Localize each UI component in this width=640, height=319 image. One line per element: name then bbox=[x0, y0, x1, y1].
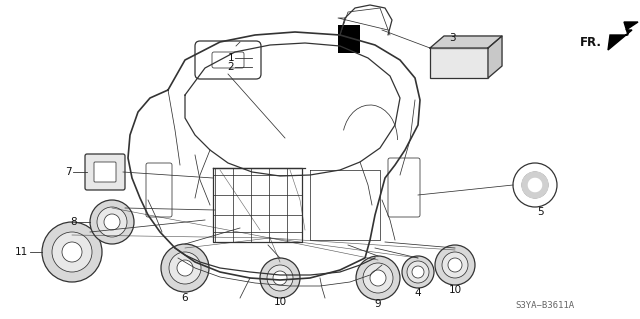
Text: 6: 6 bbox=[182, 293, 188, 303]
FancyBboxPatch shape bbox=[85, 154, 125, 190]
Text: 9: 9 bbox=[374, 299, 381, 309]
Circle shape bbox=[435, 245, 475, 285]
Polygon shape bbox=[488, 36, 502, 78]
Circle shape bbox=[169, 252, 201, 284]
Text: 2: 2 bbox=[227, 62, 234, 72]
FancyBboxPatch shape bbox=[212, 52, 244, 68]
FancyBboxPatch shape bbox=[195, 41, 261, 79]
Circle shape bbox=[42, 222, 102, 282]
Circle shape bbox=[448, 258, 462, 272]
FancyBboxPatch shape bbox=[94, 162, 116, 182]
Circle shape bbox=[161, 244, 209, 292]
Circle shape bbox=[356, 256, 400, 300]
Circle shape bbox=[97, 207, 127, 237]
Circle shape bbox=[370, 270, 386, 286]
Circle shape bbox=[402, 256, 434, 288]
FancyBboxPatch shape bbox=[338, 25, 360, 53]
Circle shape bbox=[363, 263, 393, 293]
Circle shape bbox=[260, 258, 300, 298]
Text: 4: 4 bbox=[415, 288, 421, 298]
Polygon shape bbox=[430, 36, 502, 48]
Text: 3: 3 bbox=[449, 33, 455, 43]
Circle shape bbox=[407, 261, 429, 283]
Text: 7: 7 bbox=[65, 167, 72, 177]
Text: 5: 5 bbox=[537, 207, 543, 217]
Text: 10: 10 bbox=[273, 297, 287, 307]
Circle shape bbox=[104, 214, 120, 230]
Text: 10: 10 bbox=[449, 285, 461, 295]
Text: 1: 1 bbox=[227, 53, 234, 63]
Text: S3YA−B3611A: S3YA−B3611A bbox=[515, 301, 574, 310]
FancyBboxPatch shape bbox=[388, 158, 420, 217]
Circle shape bbox=[442, 252, 468, 278]
Circle shape bbox=[90, 200, 134, 244]
Circle shape bbox=[412, 266, 424, 278]
Circle shape bbox=[62, 242, 82, 262]
Polygon shape bbox=[608, 22, 638, 50]
FancyBboxPatch shape bbox=[146, 163, 172, 217]
Circle shape bbox=[273, 271, 287, 285]
Circle shape bbox=[267, 265, 293, 291]
Circle shape bbox=[52, 232, 92, 272]
Text: 11: 11 bbox=[15, 247, 28, 257]
FancyBboxPatch shape bbox=[430, 48, 488, 78]
Text: 8: 8 bbox=[70, 217, 77, 227]
Text: FR.: FR. bbox=[580, 35, 602, 48]
Circle shape bbox=[177, 260, 193, 276]
